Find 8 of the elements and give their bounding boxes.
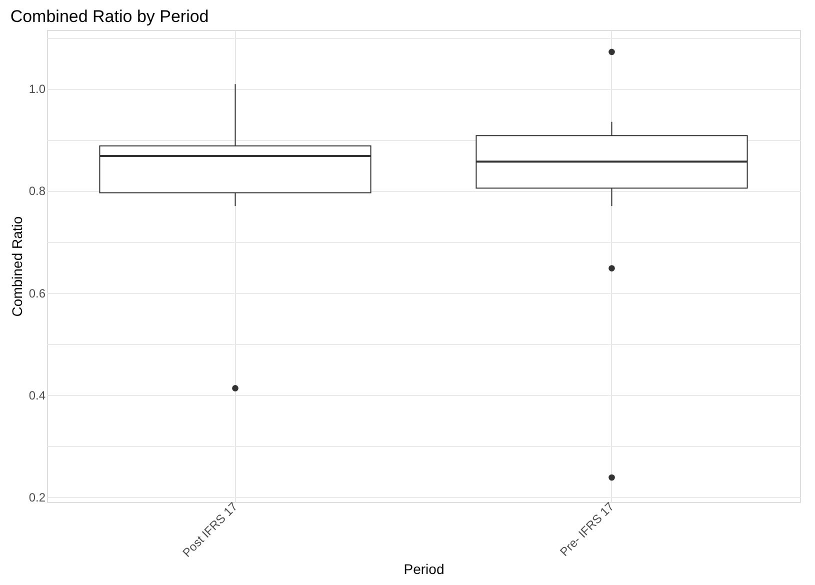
y-tick-label: 0.6 <box>28 286 46 300</box>
y-tick-label: 1.0 <box>28 82 46 96</box>
y-axis-title: Combined Ratio <box>8 216 25 317</box>
y-tick-label: 0.2 <box>28 490 46 504</box>
x-axis-title: Period <box>404 561 444 578</box>
y-tick-label: 0.4 <box>28 388 46 402</box>
y-tick-label: 0.8 <box>28 184 46 198</box>
chart-title: Combined Ratio by Period <box>10 7 209 26</box>
